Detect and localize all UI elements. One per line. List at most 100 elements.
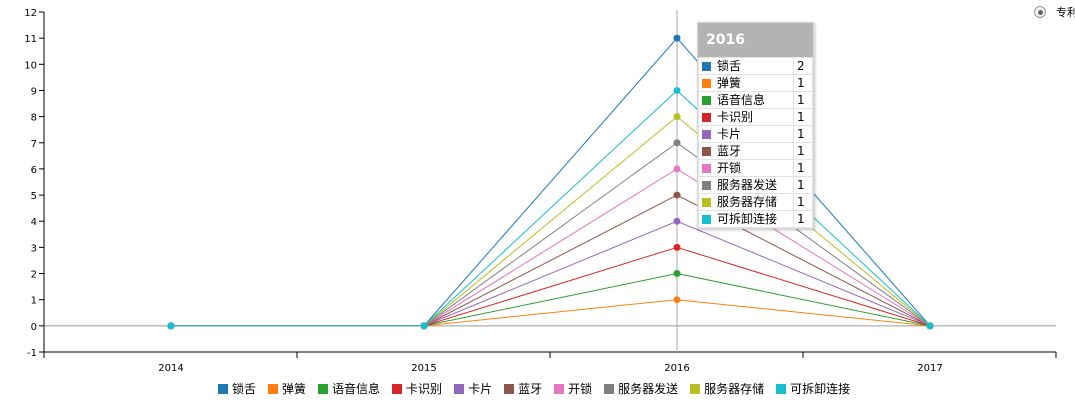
legend-item[interactable]: 服务器发送 bbox=[604, 380, 678, 397]
series-line bbox=[171, 37, 931, 327]
y-tick-label: 5 bbox=[31, 191, 37, 202]
legend-item[interactable]: 语音信息 bbox=[318, 380, 380, 397]
y-tick-label: 8 bbox=[31, 113, 37, 124]
data-point[interactable] bbox=[420, 322, 428, 330]
radio-selected-dot bbox=[1037, 9, 1043, 15]
legend-label: 语音信息 bbox=[332, 382, 381, 396]
y-tick-label: -1 bbox=[27, 348, 37, 359]
y-tick-label: 4 bbox=[31, 217, 37, 228]
tooltip-value: 1 bbox=[793, 176, 813, 194]
legend-swatch bbox=[318, 383, 329, 394]
series-line bbox=[171, 299, 931, 327]
legend-swatch bbox=[690, 383, 701, 394]
tooltip-row: 服务器存储 1 bbox=[698, 193, 813, 211]
legend-item[interactable]: 开锁 bbox=[554, 380, 592, 397]
legend-item[interactable]: 服务器存储 bbox=[690, 380, 764, 397]
series-lines bbox=[171, 37, 931, 327]
tooltip-swatch bbox=[702, 146, 711, 156]
tooltip-value: 1 bbox=[793, 210, 813, 228]
tooltip-swatch bbox=[702, 180, 711, 190]
legend-item[interactable]: 卡识别 bbox=[392, 380, 442, 397]
series-line bbox=[171, 142, 931, 327]
tooltip-swatch bbox=[702, 197, 711, 207]
radio-label: 专利 bbox=[1056, 6, 1075, 19]
legend-label: 锁舌 bbox=[232, 382, 257, 396]
tooltip-row: 语音信息 1 bbox=[698, 91, 813, 109]
tooltip-series-name: 卡识别 bbox=[717, 109, 754, 124]
legend-item[interactable]: 弹簧 bbox=[268, 380, 306, 397]
y-tick-label: 7 bbox=[31, 139, 37, 150]
x-tick-label: 2014 bbox=[158, 363, 183, 374]
x-tick-label: 2016 bbox=[664, 363, 689, 374]
legend-swatch bbox=[218, 383, 228, 394]
tooltip-value: 1 bbox=[793, 125, 813, 143]
chart-legend: 锁舌 弹簧 语音信息 卡识别 卡片 蓝牙 开锁 服务器发送 服务器存储 可拆卸连接 bbox=[218, 380, 862, 397]
tooltip-swatch bbox=[702, 61, 711, 71]
y-tick-label: 11 bbox=[24, 34, 37, 45]
data-point[interactable] bbox=[673, 191, 681, 199]
data-point[interactable] bbox=[673, 139, 681, 147]
data-point[interactable] bbox=[673, 270, 681, 278]
tooltip-swatch bbox=[702, 163, 711, 173]
data-point[interactable] bbox=[673, 34, 681, 42]
legend-label: 开锁 bbox=[568, 382, 593, 396]
legend-label: 卡识别 bbox=[406, 382, 443, 396]
legend-swatch bbox=[392, 383, 403, 394]
legend-item[interactable]: 卡片 bbox=[454, 380, 492, 397]
legend-label: 服务器发送 bbox=[618, 382, 679, 396]
data-point[interactable] bbox=[673, 243, 681, 251]
tooltip-row: 卡识别 1 bbox=[698, 108, 813, 126]
tooltip-swatch bbox=[702, 112, 711, 122]
data-point[interactable] bbox=[673, 217, 681, 225]
tooltip-swatch bbox=[702, 78, 711, 88]
legend-swatch bbox=[604, 383, 615, 394]
tooltip-series-name: 锁舌 bbox=[717, 58, 742, 73]
tooltip-row: 锁舌 2 bbox=[698, 57, 813, 75]
tooltip-value: 1 bbox=[793, 159, 813, 177]
tooltip-row: 服务器发送 1 bbox=[698, 176, 813, 194]
legend-label: 可拆卸连接 bbox=[790, 382, 851, 396]
y-tick-label: 6 bbox=[31, 165, 37, 176]
legend-item[interactable]: 蓝牙 bbox=[504, 380, 542, 397]
tooltip-series-name: 语音信息 bbox=[717, 92, 766, 107]
legend-item[interactable]: 锁舌 bbox=[218, 380, 256, 397]
y-tick-label: 1 bbox=[31, 296, 37, 307]
tooltip-row: 开锁 1 bbox=[698, 159, 813, 177]
data-point[interactable] bbox=[673, 165, 681, 173]
series-points bbox=[167, 34, 934, 330]
data-point[interactable] bbox=[926, 322, 934, 330]
tooltip-row: 蓝牙 1 bbox=[698, 142, 813, 160]
x-tick-label: 2017 bbox=[917, 363, 942, 374]
legend-swatch bbox=[454, 383, 465, 394]
data-point[interactable] bbox=[673, 113, 681, 121]
y-tick-label: 12 bbox=[24, 8, 37, 19]
tooltip-row: 弹簧 1 bbox=[698, 74, 813, 92]
tooltip-series-name: 卡片 bbox=[717, 126, 742, 141]
tooltip-value: 1 bbox=[793, 91, 813, 109]
legend-label: 卡片 bbox=[468, 382, 493, 396]
tooltip-value: 1 bbox=[793, 74, 813, 92]
legend-item[interactable]: 可拆卸连接 bbox=[776, 380, 850, 397]
legend-swatch bbox=[504, 383, 515, 394]
data-point[interactable] bbox=[673, 296, 681, 304]
tooltip-value: 1 bbox=[793, 142, 813, 160]
y-tick-label: 2 bbox=[31, 270, 37, 281]
data-point[interactable] bbox=[673, 86, 681, 94]
tooltip-series-name: 服务器发送 bbox=[717, 177, 778, 192]
tooltip-row: 可拆卸连接 1 bbox=[698, 210, 813, 228]
legend-swatch bbox=[776, 383, 787, 394]
tooltip-swatch bbox=[702, 214, 711, 224]
legend-swatch bbox=[268, 383, 279, 394]
radio-button[interactable] bbox=[1034, 6, 1046, 18]
legend-label: 弹簧 bbox=[282, 382, 307, 396]
y-tick-label: 3 bbox=[31, 243, 37, 254]
data-point[interactable] bbox=[167, 322, 175, 330]
tooltip-value: 1 bbox=[793, 193, 813, 211]
tooltip-series-name: 蓝牙 bbox=[717, 143, 742, 158]
tooltip-swatch bbox=[702, 95, 711, 105]
series-line bbox=[171, 115, 931, 327]
chart-mode-radio[interactable]: 专利 bbox=[1034, 4, 1075, 20]
tooltip-series-name: 服务器存储 bbox=[717, 194, 778, 209]
